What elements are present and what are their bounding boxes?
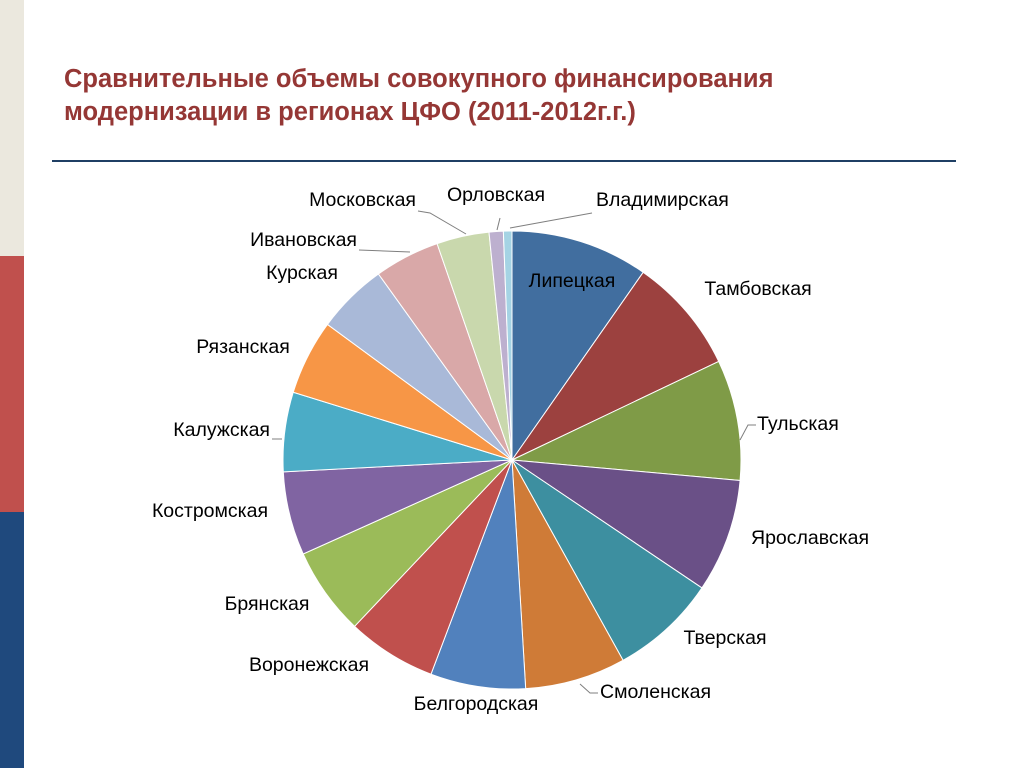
pie-slice-5 <box>511 459 703 661</box>
pie-slice-17 <box>502 230 513 461</box>
leader-line-16 <box>496 217 501 231</box>
slide-title: Сравнительные объемы совокупного финанси… <box>64 65 774 126</box>
leader-line-6 <box>579 683 598 694</box>
left-stripe-middle <box>0 256 24 512</box>
slice-label-15: Московская <box>309 189 416 211</box>
pie-slice-1 <box>511 230 644 462</box>
pie-slices <box>282 230 742 690</box>
slice-label-7: Белгородская <box>414 693 539 715</box>
slice-label-1: Липецкая <box>529 270 616 292</box>
slice-label-16: Орловская <box>447 184 545 206</box>
leader-line-15 <box>417 210 467 235</box>
leader-line-3 <box>739 424 756 441</box>
slice-label-13: Курская <box>266 262 338 284</box>
slice-label-4: Ярославская <box>751 527 869 549</box>
slice-label-11: Калужская <box>173 419 270 441</box>
slice-label-17: Владимирская <box>596 189 729 211</box>
left-stripe-bottom <box>0 512 24 768</box>
slice-labels: Липецкая Тамбовская Тульская Ярославская Тве… <box>152 184 869 715</box>
slice-label-8: Воронежская <box>249 654 369 676</box>
pie-slice-6 <box>511 459 624 690</box>
pie-slice-2 <box>510 271 720 462</box>
left-stripe-top <box>0 0 24 256</box>
pie-slice-3 <box>510 360 742 482</box>
slice-label-9: Брянская <box>225 593 310 615</box>
slice-label-3: Тульская <box>757 413 839 435</box>
slice-label-12: Рязанская <box>196 336 290 358</box>
title-divider <box>52 160 956 162</box>
slice-label-6: Смоленская <box>600 681 711 703</box>
leader-line-17 <box>509 212 593 229</box>
leader-lines <box>272 210 756 694</box>
slice-label-2: Тамбовская <box>704 278 811 300</box>
slice-label-14: Ивановская <box>250 229 357 251</box>
leader-line-14 <box>358 249 411 253</box>
pie-slice-4 <box>511 459 741 589</box>
slice-label-5: Тверская <box>684 627 767 649</box>
slice-label-10: Костромская <box>152 500 268 522</box>
